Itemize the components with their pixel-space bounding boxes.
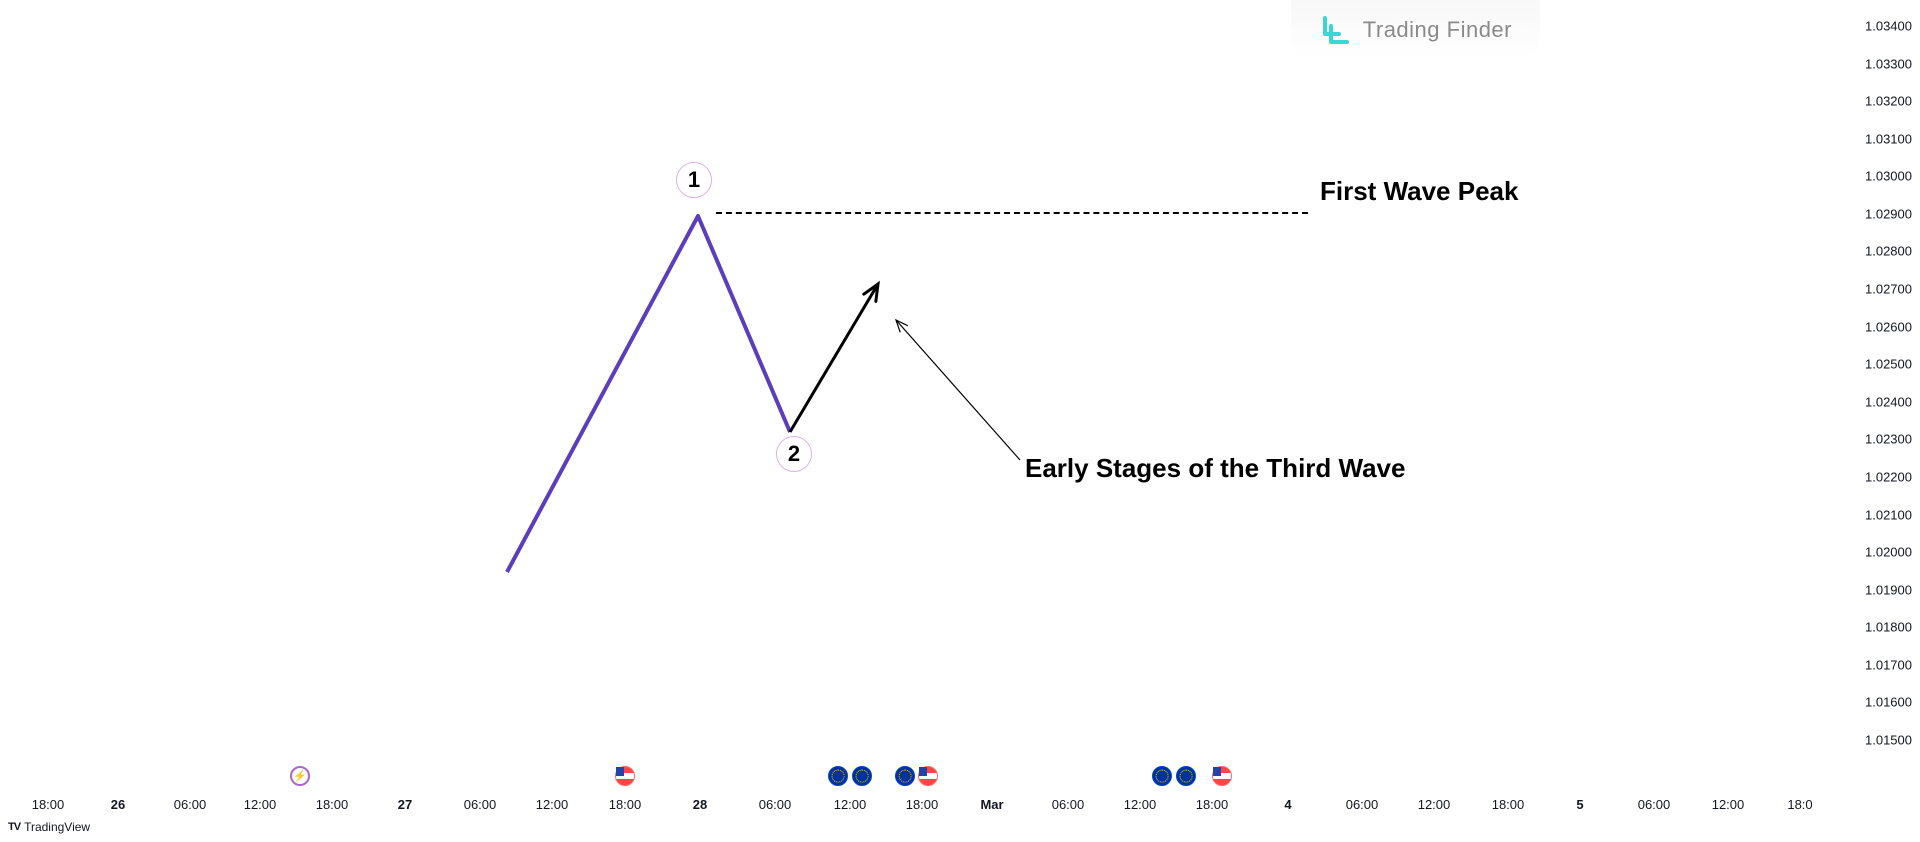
chart-container: 1 2 First Wave Peak Early Stages of the … <box>0 0 1920 842</box>
event-icon[interactable] <box>615 766 635 786</box>
event-icon[interactable] <box>828 766 848 786</box>
y-axis-tick: 1.02900 <box>1865 206 1912 221</box>
x-axis-tick: 06:00 <box>1346 797 1379 812</box>
y-axis-tick: 1.02800 <box>1865 244 1912 259</box>
wave-marker-1: 1 <box>676 162 712 198</box>
annotation-first-wave-peak: First Wave Peak <box>1320 176 1518 207</box>
x-axis-tick: 12:00 <box>244 797 277 812</box>
y-axis-tick: 1.01900 <box>1865 582 1912 597</box>
first-wave-peak-line <box>716 212 1308 214</box>
y-axis-tick: 1.02000 <box>1865 545 1912 560</box>
y-axis-tick: 1.03000 <box>1865 169 1912 184</box>
y-axis-tick: 1.02100 <box>1865 507 1912 522</box>
x-axis-tick: 18:0 <box>1787 797 1812 812</box>
x-axis-tick: 5 <box>1576 797 1583 812</box>
y-axis-tick: 1.02700 <box>1865 282 1912 297</box>
event-icon[interactable] <box>1152 766 1172 786</box>
x-axis-tick: 18:00 <box>1492 797 1525 812</box>
event-icon[interactable] <box>290 766 310 786</box>
chart-svg <box>0 0 1920 842</box>
y-axis-tick: 1.02300 <box>1865 432 1912 447</box>
x-axis-tick: 28 <box>693 797 707 812</box>
y-axis-tick: 1.02600 <box>1865 319 1912 334</box>
wave-marker-label: 1 <box>688 167 700 193</box>
attribution[interactable]: TV TradingView <box>8 820 90 834</box>
x-axis-tick: 06:00 <box>464 797 497 812</box>
x-axis-tick: 18:00 <box>1196 797 1229 812</box>
y-axis-tick: 1.02500 <box>1865 357 1912 372</box>
event-icon[interactable] <box>852 766 872 786</box>
y-axis-tick: 1.01800 <box>1865 620 1912 635</box>
x-axis-tick: 18:00 <box>32 797 65 812</box>
y-axis-tick: 1.03400 <box>1865 19 1912 34</box>
y-axis-tick: 1.02400 <box>1865 394 1912 409</box>
brand-name: Trading Finder <box>1363 17 1512 43</box>
wave-marker-2: 2 <box>776 436 812 472</box>
x-axis-tick: 12:00 <box>1124 797 1157 812</box>
x-axis-tick: 18:00 <box>906 797 939 812</box>
y-axis-tick: 1.03200 <box>1865 94 1912 109</box>
attribution-text: TradingView <box>24 820 90 834</box>
event-icon[interactable] <box>1176 766 1196 786</box>
x-axis-tick: 12:00 <box>1418 797 1451 812</box>
x-axis-tick: 06:00 <box>759 797 792 812</box>
y-axis-tick: 1.01600 <box>1865 695 1912 710</box>
event-icon[interactable] <box>918 766 938 786</box>
y-axis-tick: 1.01500 <box>1865 733 1912 748</box>
x-axis-tick: 06:00 <box>1638 797 1671 812</box>
wave-marker-label: 2 <box>788 441 800 467</box>
y-axis-tick: 1.03100 <box>1865 131 1912 146</box>
brand-logo: Trading Finder <box>1291 0 1540 60</box>
y-axis-tick: 1.01700 <box>1865 657 1912 672</box>
trading-finder-icon <box>1319 14 1351 46</box>
x-axis-tick: 4 <box>1284 797 1291 812</box>
tradingview-icon: TV <box>8 821 20 833</box>
event-icon[interactable] <box>1212 766 1232 786</box>
x-axis-tick: 27 <box>398 797 412 812</box>
event-icon[interactable] <box>895 766 915 786</box>
x-axis-tick: 12:00 <box>1712 797 1745 812</box>
x-axis-tick: 12:00 <box>536 797 569 812</box>
x-axis-tick: 18:00 <box>316 797 349 812</box>
x-axis-tick: 06:00 <box>174 797 207 812</box>
x-axis-tick: 06:00 <box>1052 797 1085 812</box>
x-axis-tick: Mar <box>980 797 1003 812</box>
x-axis-tick: 18:00 <box>609 797 642 812</box>
annotation-third-wave: Early Stages of the Third Wave <box>1025 453 1405 484</box>
x-axis-tick: 26 <box>111 797 125 812</box>
y-axis-tick: 1.03300 <box>1865 56 1912 71</box>
x-axis-tick: 12:00 <box>834 797 867 812</box>
y-axis-tick: 1.02200 <box>1865 469 1912 484</box>
